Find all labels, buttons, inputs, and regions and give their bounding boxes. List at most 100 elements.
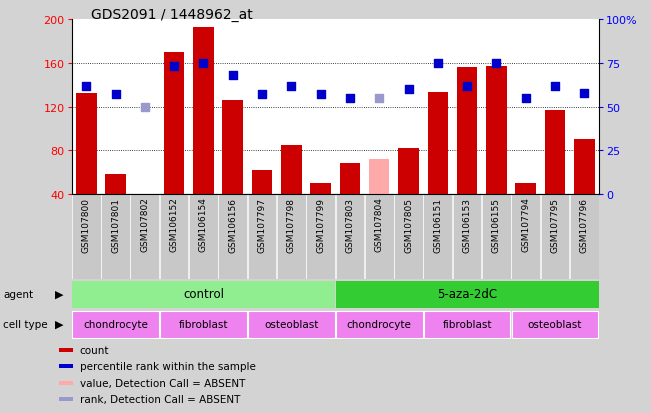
Bar <box>160 311 247 338</box>
Point <box>374 95 384 102</box>
Bar <box>193 28 214 195</box>
Bar <box>482 195 511 279</box>
Text: GSM107803: GSM107803 <box>346 197 354 252</box>
Text: osteoblast: osteoblast <box>528 319 582 329</box>
Text: GDS2091 / 1448962_at: GDS2091 / 1448962_at <box>91 8 253 22</box>
Text: 5-aza-2dC: 5-aza-2dC <box>437 288 498 301</box>
Text: GSM107805: GSM107805 <box>404 197 413 252</box>
Text: GSM106154: GSM106154 <box>199 197 208 252</box>
Point <box>315 92 326 98</box>
Text: fibroblast: fibroblast <box>178 319 229 329</box>
Bar <box>428 93 448 195</box>
Text: GSM107795: GSM107795 <box>551 197 559 252</box>
Point <box>139 104 150 111</box>
Bar <box>369 159 389 195</box>
Bar <box>159 195 189 279</box>
Bar <box>59 348 73 352</box>
Bar <box>189 195 218 279</box>
Bar <box>135 195 155 235</box>
Text: chondrocyte: chondrocyte <box>83 319 148 329</box>
Bar <box>223 101 243 195</box>
Bar <box>59 365 73 368</box>
Bar <box>306 195 335 279</box>
Bar <box>512 311 598 338</box>
Bar <box>164 53 184 195</box>
Point <box>345 95 355 102</box>
Text: GSM107794: GSM107794 <box>521 197 530 252</box>
Text: rank, Detection Call = ABSENT: rank, Detection Call = ABSENT <box>79 394 240 404</box>
Bar <box>574 140 594 195</box>
Bar <box>335 195 365 279</box>
Text: GSM106156: GSM106156 <box>229 197 237 252</box>
Bar <box>545 111 565 195</box>
Text: GSM107798: GSM107798 <box>287 197 296 252</box>
Bar <box>394 195 423 279</box>
Text: cell type: cell type <box>3 319 48 329</box>
Text: GSM106153: GSM106153 <box>463 197 471 252</box>
Bar <box>452 195 482 279</box>
Text: fibroblast: fibroblast <box>442 319 492 329</box>
Point <box>462 83 473 90</box>
Bar <box>511 195 540 279</box>
Bar <box>59 381 73 385</box>
Bar <box>76 94 96 195</box>
Bar <box>105 175 126 195</box>
Bar <box>101 195 130 279</box>
Bar <box>59 397 73 401</box>
Point <box>256 92 268 98</box>
Bar <box>336 281 600 308</box>
Bar <box>252 171 272 195</box>
Text: GSM106155: GSM106155 <box>492 197 501 252</box>
Text: percentile rank within the sample: percentile rank within the sample <box>79 361 256 371</box>
Bar <box>72 195 101 279</box>
Point <box>432 60 443 67</box>
Text: control: control <box>183 288 224 301</box>
Point <box>198 60 208 67</box>
Text: GSM107802: GSM107802 <box>141 197 149 252</box>
Bar <box>72 281 335 308</box>
Point <box>286 83 297 90</box>
Text: GSM107804: GSM107804 <box>375 197 383 252</box>
Text: GSM107799: GSM107799 <box>316 197 325 252</box>
Point <box>491 60 501 67</box>
Text: GSM107796: GSM107796 <box>580 197 589 252</box>
Bar <box>457 68 477 195</box>
Text: ▶: ▶ <box>55 319 64 329</box>
Text: value, Detection Call = ABSENT: value, Detection Call = ABSENT <box>79 378 245 388</box>
Text: GSM106151: GSM106151 <box>434 197 442 252</box>
Bar <box>130 195 159 279</box>
Text: count: count <box>79 345 109 355</box>
Point <box>228 73 238 79</box>
Point <box>579 90 590 97</box>
Point <box>403 86 414 93</box>
Point <box>169 64 179 70</box>
Text: GSM107800: GSM107800 <box>82 197 90 252</box>
Text: GSM107797: GSM107797 <box>258 197 266 252</box>
Text: GSM106152: GSM106152 <box>170 197 178 252</box>
Bar <box>398 149 419 195</box>
Text: osteoblast: osteoblast <box>264 319 318 329</box>
Text: ▶: ▶ <box>55 289 64 299</box>
Bar <box>72 311 159 338</box>
Bar <box>218 195 247 279</box>
Bar <box>248 311 335 338</box>
Text: chondrocyte: chondrocyte <box>347 319 411 329</box>
Bar <box>277 195 306 279</box>
Bar <box>516 184 536 195</box>
Bar <box>486 67 506 195</box>
Bar <box>281 145 301 195</box>
Bar <box>365 195 394 279</box>
Bar <box>336 311 422 338</box>
Bar <box>311 184 331 195</box>
Point <box>81 83 91 90</box>
Bar <box>247 195 277 279</box>
Bar <box>570 195 599 279</box>
Point <box>110 92 121 98</box>
Point <box>549 83 560 90</box>
Text: agent: agent <box>3 289 33 299</box>
Point <box>521 95 531 102</box>
Bar <box>540 195 570 279</box>
Bar <box>423 195 452 279</box>
Text: GSM107801: GSM107801 <box>111 197 120 252</box>
Bar <box>424 311 510 338</box>
